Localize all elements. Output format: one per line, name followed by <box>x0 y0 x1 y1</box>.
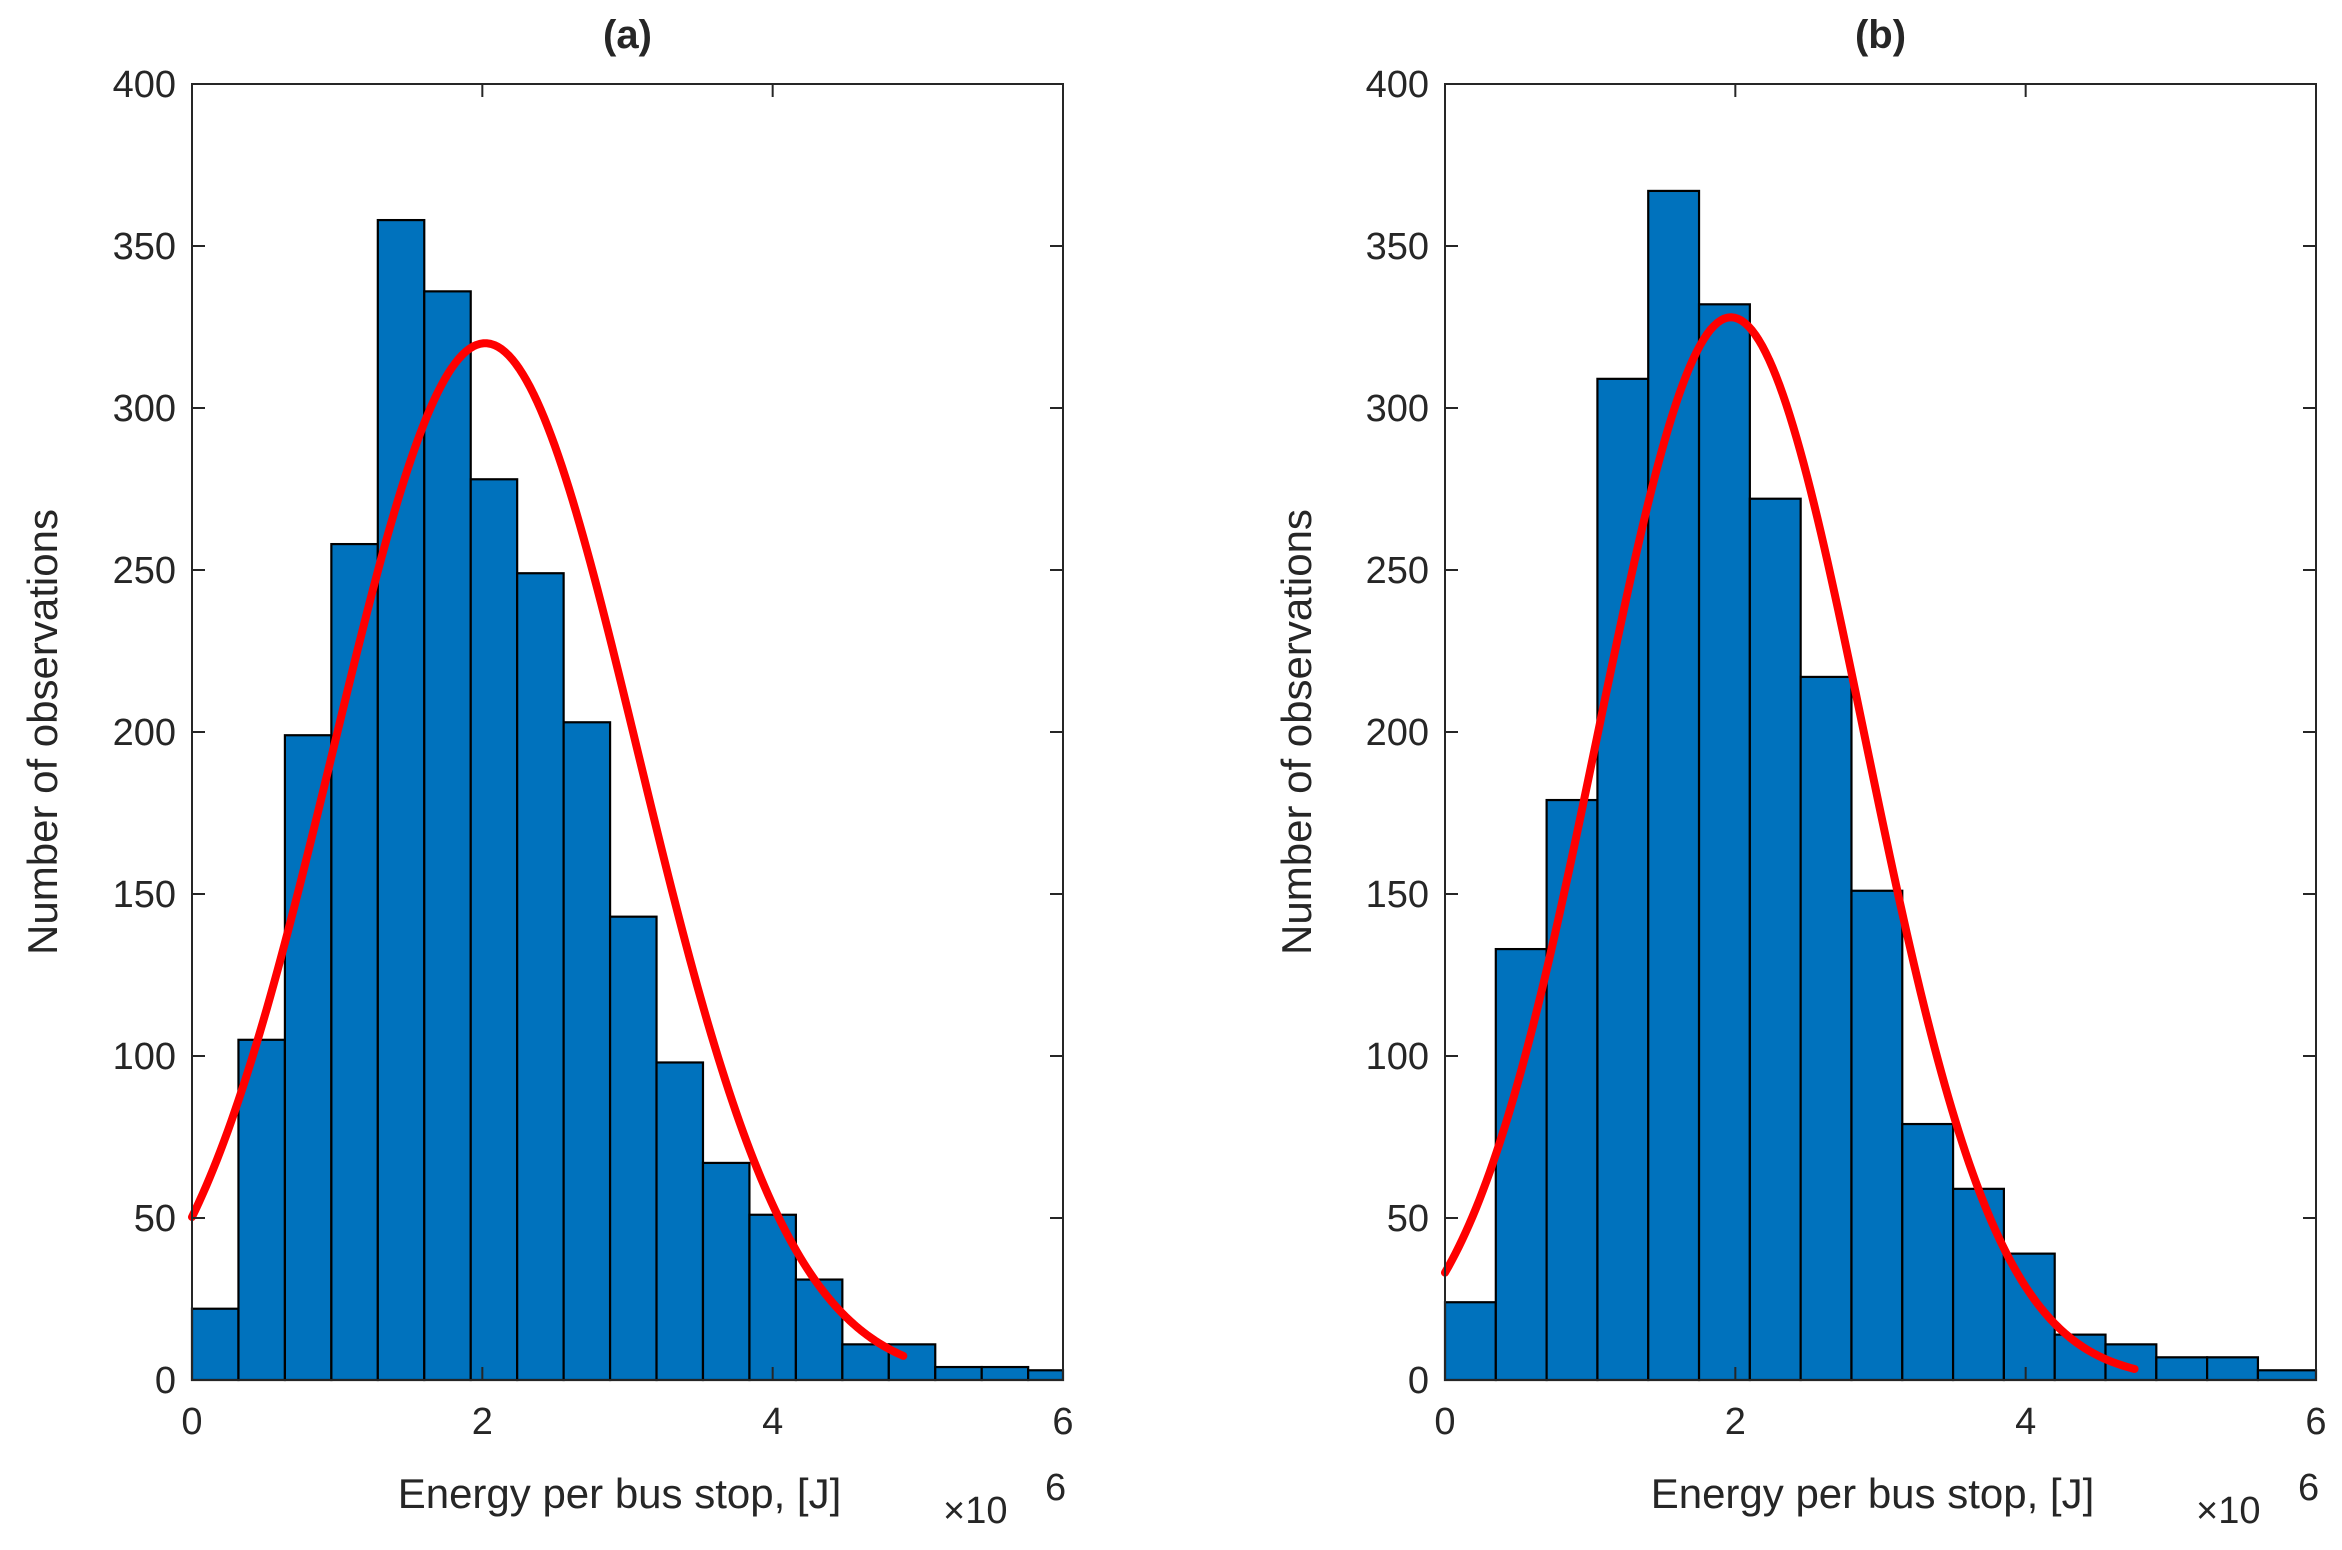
histogram-bar <box>1901 1122 1955 1382</box>
histogram-bar <box>2256 1369 2318 1382</box>
y-tick-label: 100 <box>113 1036 176 1078</box>
x-tick-label: 2 <box>1725 1401 1746 1443</box>
x-tick-label: 6 <box>2305 1401 2326 1443</box>
x-exponent-label: ×10 <box>2196 1490 2260 1532</box>
y-tick-label: 250 <box>1366 550 1429 592</box>
y-axis-label: Number of observations <box>19 509 66 955</box>
x-tick-label: 2 <box>472 1401 493 1443</box>
chart-title: (a) <box>603 13 652 57</box>
histogram-bar <box>1748 497 1802 1382</box>
histogram-bar <box>190 1307 240 1382</box>
histogram-bar <box>2206 1356 2260 1382</box>
histogram-bar <box>469 478 519 1382</box>
y-tick-label: 400 <box>1366 64 1429 106</box>
histogram-bar <box>608 915 658 1382</box>
chart-panel-a: 0 50 100 150 200 250 300 350 400 0 2 4 6 (a) Energy pe… <box>19 13 1073 1532</box>
y-tick-label: 350 <box>1366 226 1429 268</box>
histogram-bar <box>283 734 333 1382</box>
histogram-bar <box>2155 1356 2209 1382</box>
histogram-bar <box>376 218 426 1382</box>
histogram-bar <box>794 1278 844 1382</box>
y-tick-label: 350 <box>113 226 176 268</box>
chart-panel-b: 0 50 100 150 200 250 300 350 400 0 2 4 6 (b) Energy pe… <box>1273 13 2326 1532</box>
histogram-bar <box>562 721 612 1382</box>
histogram-bar <box>1545 798 1599 1382</box>
y-tick-label: 250 <box>113 550 176 592</box>
x-tick-label: 4 <box>762 1401 783 1443</box>
x-tick-label: 6 <box>1052 1401 1073 1443</box>
y-tick-label: 150 <box>113 874 176 916</box>
x-axis-label: Energy per bus stop, [J] <box>1651 1470 2095 1517</box>
x-exponent-power: 6 <box>1045 1467 1066 1509</box>
y-axis-label: Number of observations <box>1273 509 1320 955</box>
histogram-bar <box>1027 1369 1065 1382</box>
histogram-bar <box>516 572 565 1382</box>
histogram-bar <box>655 1061 705 1382</box>
x-tick-label: 0 <box>181 1401 202 1443</box>
x-axis-label: Energy per bus stop, [J] <box>398 1470 842 1517</box>
histogram-bar <box>934 1365 983 1382</box>
y-tick-label: 100 <box>1366 1036 1429 1078</box>
histogram-bar <box>1697 303 1751 1382</box>
histogram-bar <box>423 290 472 1382</box>
y-tick-label: 150 <box>1366 874 1429 916</box>
y-tick-label: 50 <box>1387 1198 1429 1240</box>
y-tick-label: 200 <box>113 712 176 754</box>
y-tick-label: 50 <box>134 1198 176 1240</box>
histogram-bar <box>841 1343 890 1382</box>
histogram-bar <box>701 1161 751 1382</box>
y-tick-label: 0 <box>155 1360 176 1402</box>
y-tick-label: 300 <box>1366 388 1429 430</box>
histogram-bar <box>1951 1187 2005 1382</box>
histogram-bar <box>1850 889 1904 1382</box>
chart-title: (b) <box>1855 13 1906 57</box>
y-tick-label: 300 <box>113 388 176 430</box>
fit-curve <box>1441 313 2139 1373</box>
x-exponent-power: 6 <box>2298 1467 2319 1509</box>
y-tick-label: 200 <box>1366 712 1429 754</box>
histogram-bar <box>1647 189 1701 1382</box>
x-tick-label: 0 <box>1434 1401 1455 1443</box>
histogram-bar <box>1443 1301 1497 1382</box>
x-exponent-label: ×10 <box>943 1490 1007 1532</box>
y-tick-label: 400 <box>113 64 176 106</box>
histogram-bar <box>1799 675 1853 1382</box>
histogram-bar <box>980 1365 1030 1382</box>
x-tick-label: 4 <box>2015 1401 2036 1443</box>
fit-curve <box>188 339 908 1360</box>
y-tick-label: 0 <box>1408 1360 1429 1402</box>
